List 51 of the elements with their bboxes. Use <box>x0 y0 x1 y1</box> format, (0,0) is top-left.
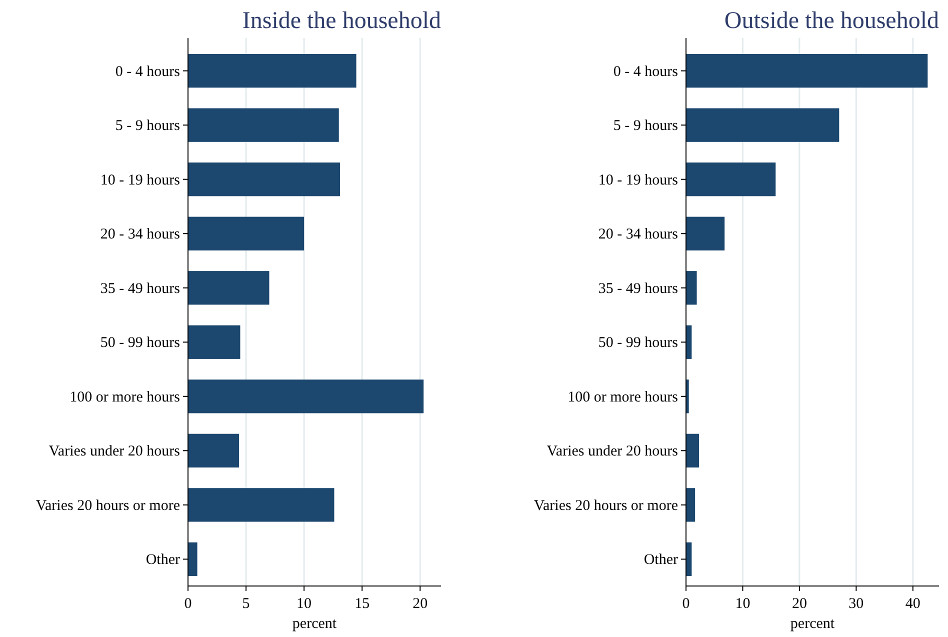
y-tick-label: 100 or more hours <box>70 389 180 406</box>
y-tick-label: 20 - 34 hours <box>100 226 180 243</box>
y-tick-label: 50 - 99 hours <box>100 335 180 352</box>
y-tick-label: 5 - 9 hours <box>613 118 678 134</box>
y-tick-label: 10 - 19 hours <box>598 172 678 188</box>
bar <box>686 271 697 305</box>
chart-title: Outside the household <box>724 8 939 34</box>
x-tick-label: 15 <box>354 596 370 612</box>
bar <box>188 434 240 468</box>
y-tick-label: Other <box>146 552 180 568</box>
y-tick-label: 20 - 34 hours <box>598 226 678 243</box>
x-tick-label: 10 <box>296 596 312 612</box>
bar <box>686 162 776 196</box>
y-tick-label: Varies under 20 hours <box>48 444 180 460</box>
y-tick-label: Varies under 20 hours <box>546 444 678 460</box>
x-axis-title: percent <box>292 616 338 632</box>
bar <box>188 108 339 142</box>
bar <box>686 434 700 468</box>
bar <box>188 216 304 250</box>
bar <box>188 542 198 576</box>
bar <box>686 54 928 88</box>
x-tick-label: 20 <box>792 596 807 612</box>
x-tick-label: 0 <box>682 596 690 612</box>
x-axis-title: percent <box>790 616 836 632</box>
x-tick-label: 10 <box>735 596 750 612</box>
bar <box>188 325 240 359</box>
y-tick-label: 5 - 9 hours <box>115 118 180 134</box>
y-tick-label: Other <box>644 552 678 568</box>
bar <box>188 271 270 305</box>
x-tick-label: 30 <box>848 596 864 612</box>
y-tick-label: 0 - 4 hours <box>115 64 180 80</box>
y-tick-label: 0 - 4 hours <box>613 64 678 80</box>
y-tick-label: 100 or more hours <box>568 389 678 406</box>
bar <box>188 380 424 414</box>
bar <box>686 216 725 250</box>
bar <box>686 488 696 522</box>
bar <box>188 488 334 522</box>
y-tick-label: 35 - 49 hours <box>100 280 180 297</box>
y-tick-label: Varies 20 hours or more <box>534 498 678 514</box>
y-tick-label: 35 - 49 hours <box>598 280 678 297</box>
chart-title: Inside the household <box>242 8 441 34</box>
x-tick-label: 20 <box>412 596 428 612</box>
bar <box>188 162 340 196</box>
y-tick-label: 10 - 19 hours <box>100 172 180 188</box>
bar <box>188 54 356 88</box>
y-tick-label: Varies 20 hours or more <box>36 498 180 514</box>
x-tick-label: 0 <box>184 596 192 612</box>
x-tick-label: 40 <box>905 596 920 612</box>
y-tick-label: 50 - 99 hours <box>598 335 678 352</box>
bar <box>686 108 840 142</box>
x-tick-label: 5 <box>242 596 250 612</box>
